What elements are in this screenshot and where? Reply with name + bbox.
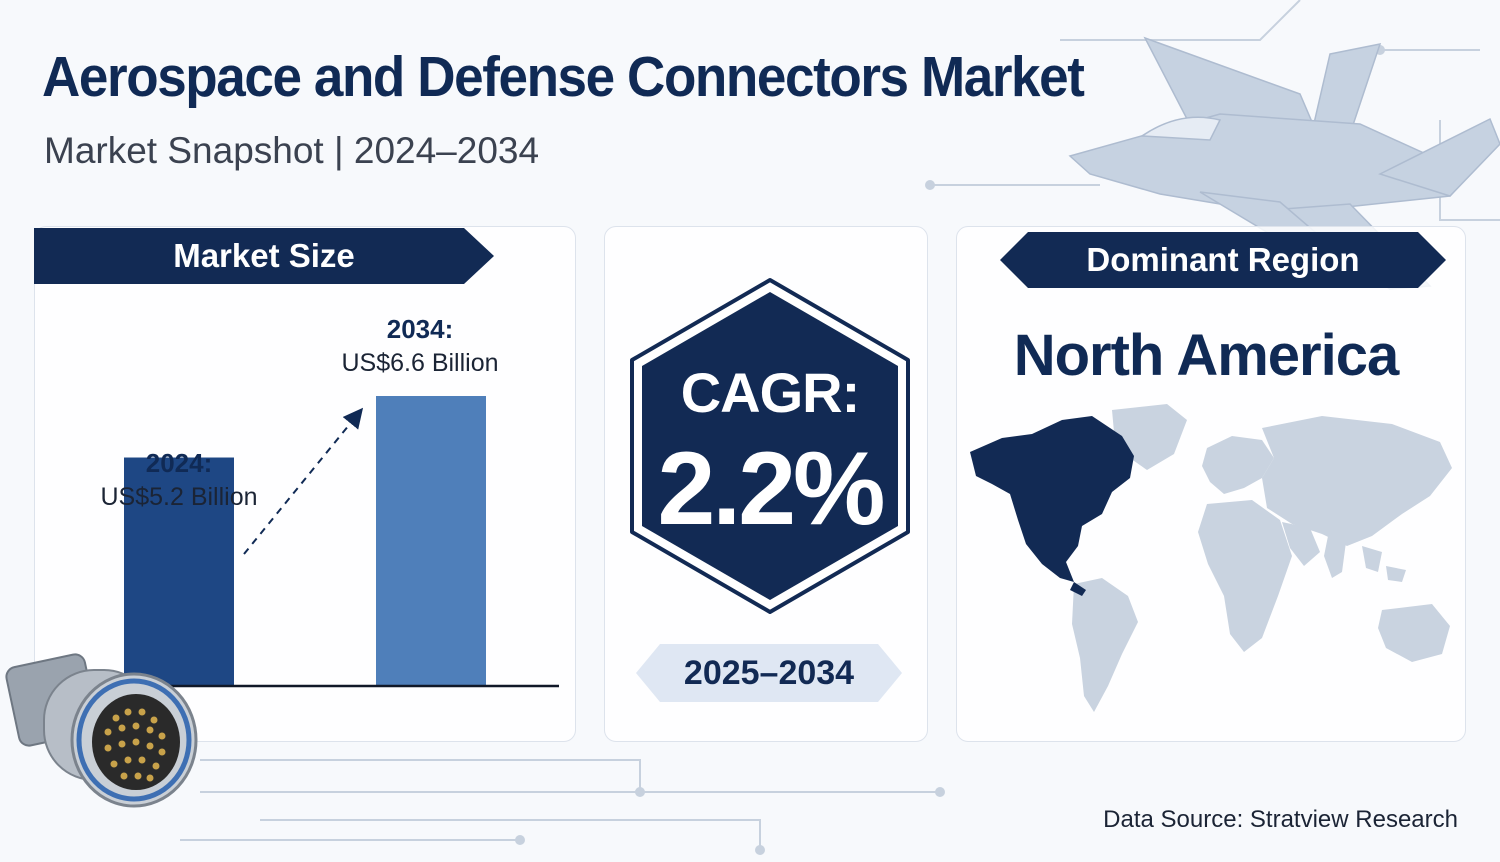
connector-icon [5, 653, 198, 808]
bar-year-2034: 2034: [386, 314, 454, 344]
cagr-value: 2.2% [657, 431, 885, 547]
cagr-label: CAGR: [680, 361, 861, 424]
growth-arrow-icon [243, 407, 364, 555]
cagr-period-badge: 2025–2034 [636, 644, 902, 702]
cagr-hexagon-badge [630, 278, 910, 614]
bar-value-2034: US$6.6 Billion [341, 349, 499, 377]
world-map-icon [970, 404, 1452, 712]
fighter-jet-icon [1068, 36, 1500, 290]
bar-2034 [376, 396, 486, 686]
market-size-heading: Market Size [34, 228, 494, 284]
page-title: Aerospace and Defense Connectors Market [42, 45, 1085, 109]
bar-value-2024: US$5.2 Billion [100, 483, 258, 511]
bar-label-2024: 2024: US$5.2 Billion [94, 446, 264, 514]
bar-2024 [124, 457, 234, 686]
dominant-region-name: North America [1013, 323, 1400, 388]
bar-label-2034: 2034: US$6.6 Billion [330, 312, 510, 380]
bar-year-2024: 2024: [145, 448, 213, 478]
market-size-bar-chart [54, 396, 559, 688]
data-source-note: Data Source: Stratview Research [1103, 806, 1458, 833]
dominant-region-heading: Dominant Region [1000, 232, 1446, 288]
page-subtitle: Market Snapshot | 2024–2034 [44, 130, 540, 171]
